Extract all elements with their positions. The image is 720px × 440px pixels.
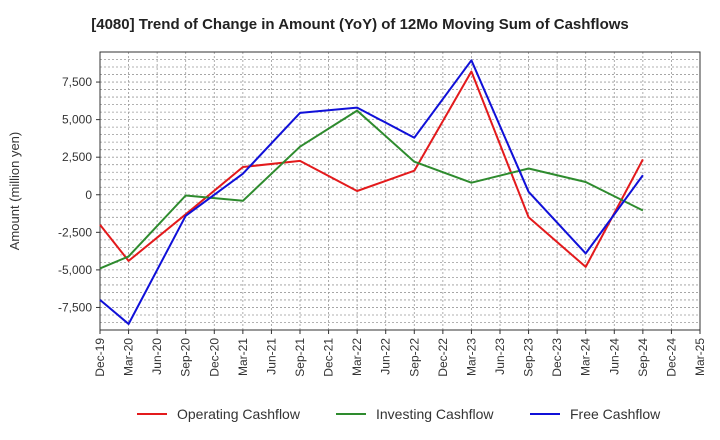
x-tick-label: Dec-21 [322,338,336,377]
x-tick-label: Dec-20 [207,338,221,377]
y-tick-label: -2,500 [58,225,92,239]
series-line-free-cashflow [99,59,644,325]
x-tick-label: Mar-25 [693,338,707,376]
y-tick-label: 0 [85,188,92,202]
y-tick-label: -7,500 [58,300,92,314]
x-tick-label: Mar-23 [464,338,478,376]
x-tick-label: Sep-23 [522,338,536,377]
x-tick-label: Sep-24 [636,338,650,377]
chart-title: [4080] Trend of Change in Amount (YoY) o… [91,16,629,33]
x-tick-label: Jun-23 [493,338,507,375]
legend: Operating Cashflow Investing Cashflow Free… [137,406,661,422]
x-tick-label: Dec-23 [550,338,564,377]
series-layer [99,59,644,325]
y-tick-labels: -7,500 -5,000 -2,500 0 2,500 5,000 7,500 [58,75,100,314]
x-tick-label: Sep-20 [179,338,193,377]
x-tick-labels: Dec-19 Mar-20 Jun-20 Sep-20 Dec-20 Mar-21 Jun-… [93,330,707,377]
x-tick-label: Jun-21 [264,338,278,375]
x-tick-label: Sep-21 [293,338,307,377]
x-tick-label: Dec-22 [436,338,450,377]
plot-frame [99,51,701,331]
x-tick-label: Sep-22 [407,338,421,377]
series-line-investing-cashflow [99,109,644,270]
y-tick-label: -5,000 [58,263,92,277]
x-tick-label: Mar-21 [236,338,250,376]
y-axis-label: Amount (million yen) [7,132,22,251]
x-tick-label: Mar-24 [579,338,593,376]
x-tick-label: Dec-19 [93,338,107,377]
legend-label: Investing Cashflow [376,406,494,422]
y-tick-label: 7,500 [62,75,92,89]
x-tick-label: Mar-20 [122,338,136,376]
series-line-operating-cashflow [99,70,644,268]
x-tick-label: Mar-22 [350,338,364,376]
y-tick-label: 2,500 [62,150,92,164]
x-tick-label: Jun-22 [379,338,393,375]
x-tick-label: Jun-24 [607,338,621,375]
grid-layer [99,51,701,331]
x-tick-label: Jun-20 [150,338,164,375]
legend-label: Operating Cashflow [177,406,301,422]
legend-label: Free Cashflow [570,406,661,422]
y-tick-label: 5,000 [62,113,92,127]
x-tick-label: Dec-24 [664,338,678,377]
